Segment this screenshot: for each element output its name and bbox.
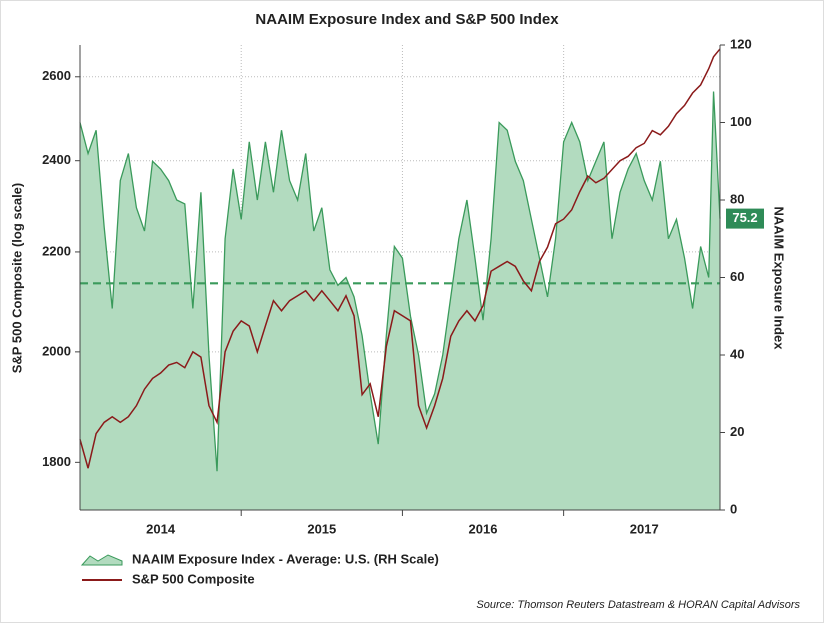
y-tick-label: 2400	[42, 152, 71, 167]
y2-tick-label: 20	[730, 424, 744, 439]
y2-tick-label: 80	[730, 191, 744, 206]
chart-title: NAAIM Exposure Index and S&P 500 Index	[255, 11, 559, 28]
legend-label: S&P 500 Composite	[132, 571, 255, 586]
y2-tick-label: 40	[730, 346, 744, 361]
y-tick-label: 1800	[42, 454, 71, 469]
legend-swatch	[80, 554, 123, 566]
y2-tick-label: 0	[730, 501, 737, 516]
area-line	[79, 91, 721, 472]
y2-tick-label: 60	[730, 269, 744, 284]
y-tick-label: 2200	[42, 243, 71, 258]
legend-label: NAAIM Exposure Index - Average: U.S. (RH…	[132, 551, 439, 566]
x-tick-label: 2017	[630, 521, 659, 536]
source: Source: Thomson Reuters Datastream & HOR…	[476, 599, 800, 611]
y2-tick-label: 120	[730, 36, 752, 51]
y-tick-label: 2000	[42, 343, 71, 358]
line	[79, 48, 721, 469]
x-tick-label: 2016	[469, 521, 498, 536]
value-badge-label: 75.2	[732, 210, 757, 225]
y2-tick-label: 100	[730, 114, 752, 129]
y-tick-label: 2600	[42, 68, 71, 83]
value-badge	[726, 208, 764, 229]
y2-axis-label: NAAIM Exposure Index	[772, 206, 787, 350]
area	[80, 91, 720, 510]
x-tick-label: 2015	[307, 521, 336, 536]
y-axis-label: S&P 500 Composite (log scale)	[9, 183, 24, 374]
x-tick-label: 2014	[146, 521, 176, 536]
